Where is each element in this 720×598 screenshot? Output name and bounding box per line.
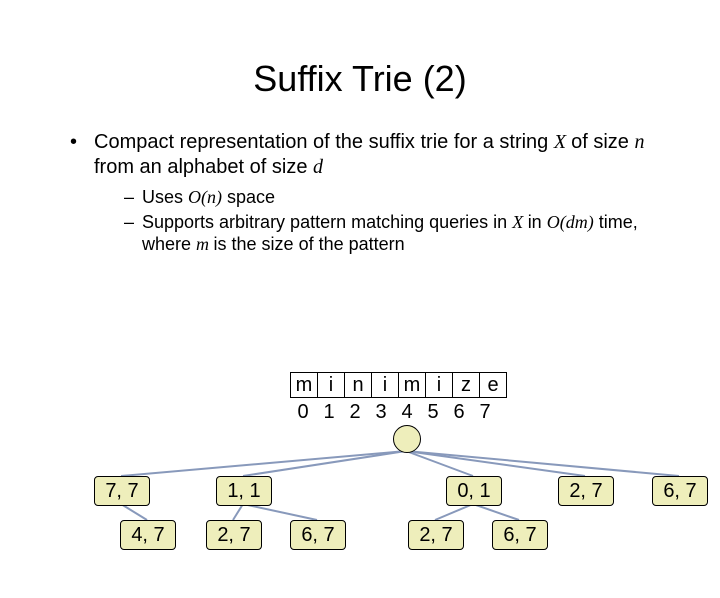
index-row: 01234567 (290, 400, 507, 424)
var-n: n (634, 131, 644, 153)
paren-n: (n) (201, 187, 222, 207)
tree-node: 7, 7 (94, 476, 150, 506)
index-cell: 2 (342, 400, 368, 424)
index-cell: 6 (446, 400, 472, 424)
bullet-text-3: from an alphabet of size (94, 156, 313, 178)
bullet-main: Compact representation of the suffix tri… (70, 130, 680, 180)
tree-node: 6, 7 (492, 520, 548, 550)
letters-row: minimize (290, 372, 507, 398)
sub1-pre: Uses (142, 187, 188, 207)
letter-cell: i (425, 372, 453, 398)
tree-node: 1, 1 (216, 476, 272, 506)
bullet-text-2: of size (571, 131, 634, 153)
var-m: m (196, 234, 214, 254)
string-table: minimize 01234567 (290, 372, 507, 424)
var-X-2: X (512, 212, 528, 232)
var-d: d (313, 156, 323, 178)
sub-bullet-2: Supports arbitrary pattern matching quer… (124, 211, 680, 256)
paren-dm: (dm) (560, 212, 594, 232)
tree-node: 2, 7 (408, 520, 464, 550)
tree-node: 2, 7 (558, 476, 614, 506)
sub2-mid: in (528, 212, 547, 232)
sub1-post: space (222, 187, 275, 207)
tree-node: 2, 7 (206, 520, 262, 550)
sub2-pre: Supports arbitrary pattern matching quer… (142, 212, 512, 232)
index-cell: 0 (290, 400, 316, 424)
bullet-list: Compact representation of the suffix tri… (70, 130, 680, 256)
letter-cell: m (398, 372, 426, 398)
big-O-2: O (547, 212, 560, 232)
sub-bullets: Uses O(n) space Supports arbitrary patte… (124, 186, 680, 256)
letter-cell: e (479, 372, 507, 398)
letter-cell: n (344, 372, 372, 398)
sub-bullet-1: Uses O(n) space (124, 186, 680, 209)
letter-cell: i (371, 372, 399, 398)
tree-node: 0, 1 (446, 476, 502, 506)
tree-root (393, 425, 421, 453)
letter-cell: z (452, 372, 480, 398)
bullet-text-1: Compact representation of the suffix tri… (94, 131, 554, 153)
letter-cell: m (290, 372, 318, 398)
big-O-1: O (188, 187, 201, 207)
index-cell: 3 (368, 400, 394, 424)
tree-node: 6, 7 (652, 476, 708, 506)
var-X: X (554, 131, 571, 153)
sub2-post: is the size of the pattern (214, 234, 405, 254)
index-cell: 7 (472, 400, 498, 424)
index-cell: 4 (394, 400, 420, 424)
tree-node: 6, 7 (290, 520, 346, 550)
tree-node: 4, 7 (120, 520, 176, 550)
index-cell: 5 (420, 400, 446, 424)
page-title: Suffix Trie (2) (0, 58, 720, 100)
letter-cell: i (317, 372, 345, 398)
index-cell: 1 (316, 400, 342, 424)
